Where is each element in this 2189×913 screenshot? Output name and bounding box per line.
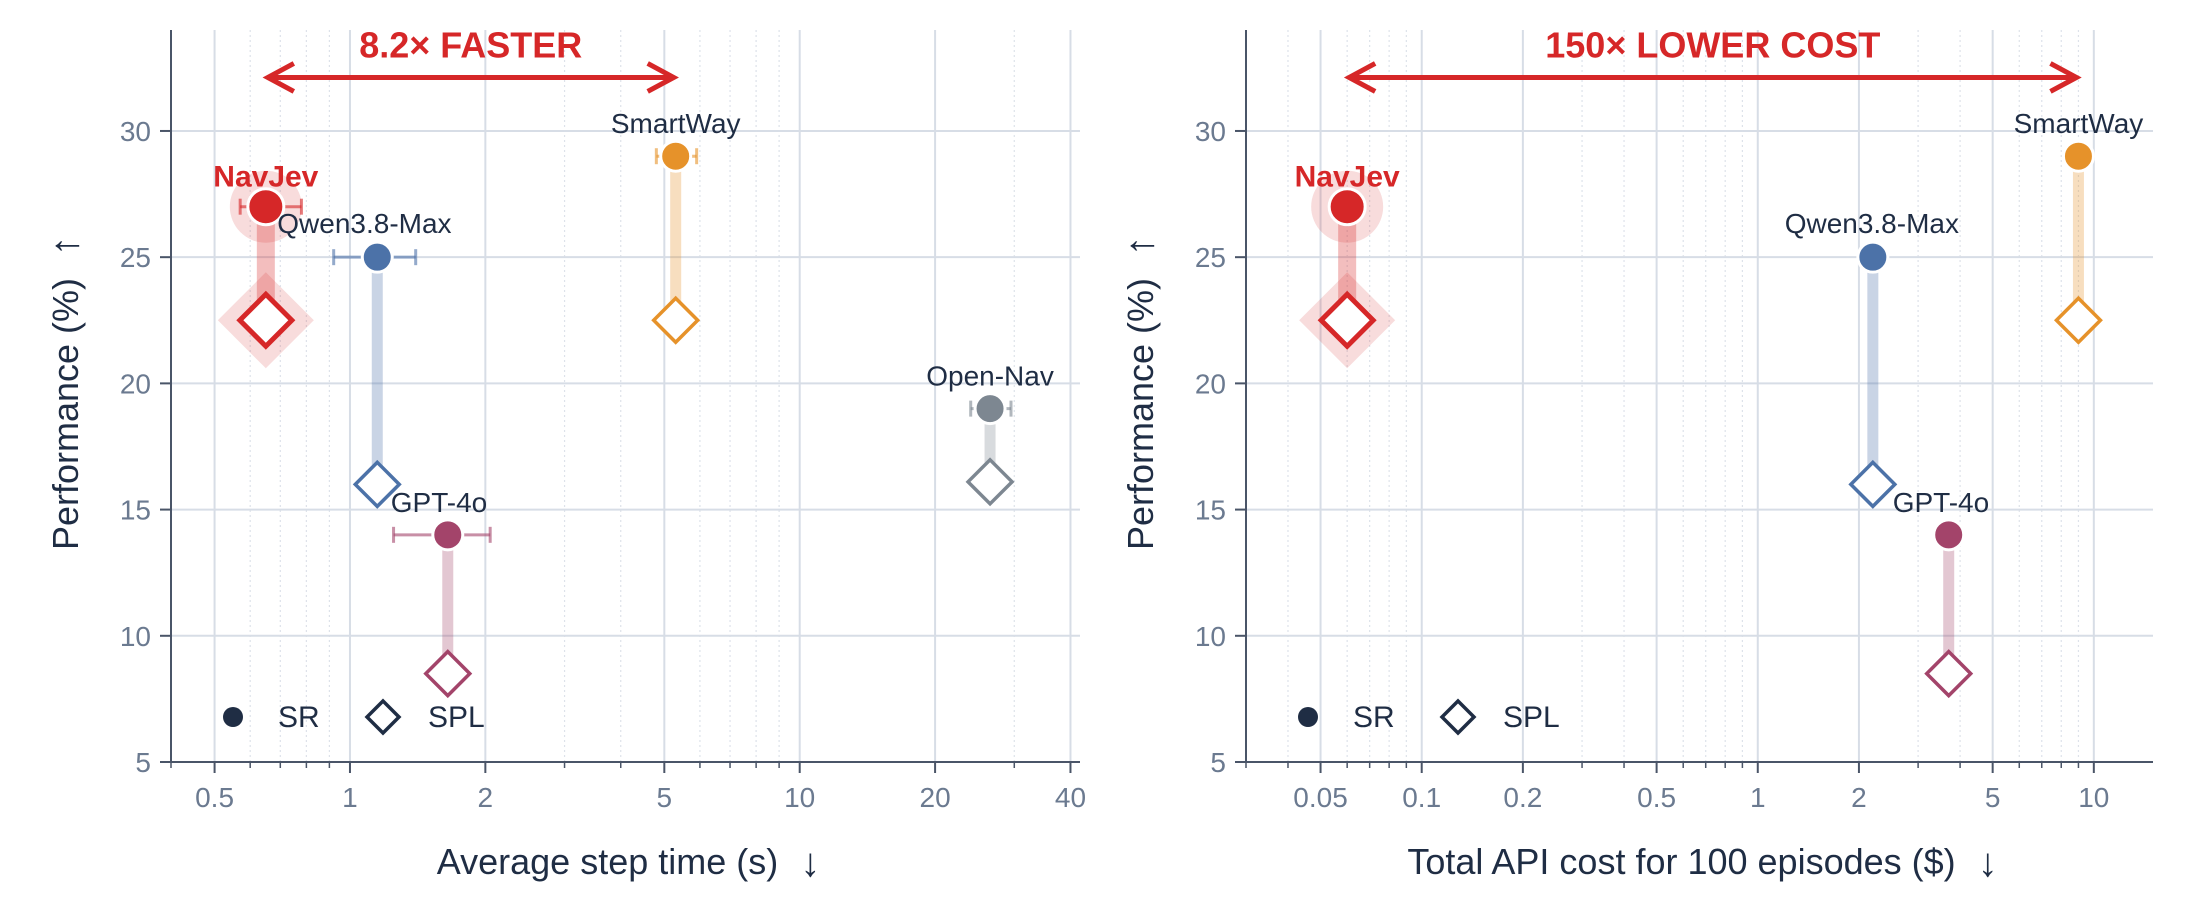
y-tick-label: 10 [120,621,151,652]
major-gridlines [171,30,1080,763]
sr-point [360,240,394,274]
spl-point [1924,649,1974,699]
y-tick-label: 30 [120,116,151,147]
model-label: GPT-4o [391,487,487,518]
y-axis-arrow: ↑ [43,236,87,256]
model-smartway: SmartWay [611,108,741,345]
model-label: Open-Nav [926,361,1054,392]
y-tick-label: 15 [1195,495,1226,526]
annotation-text: 150× LOWER COST [1545,24,1880,65]
y-axis-title: Performance (%) ↑ [43,236,87,550]
legend-sr-label: SR [278,701,320,734]
sr-point [973,392,1007,426]
spl-point [651,295,701,345]
legend-spl-marker [364,698,402,736]
sr-point [246,187,286,227]
model-label: SmartWay [2014,108,2144,139]
x-axis-title: Average step time (s) ↓ [437,841,820,885]
model-label: SmartWay [611,108,741,139]
y-tick-label: 20 [1195,368,1226,399]
x-axis-arrow: ↓ [1978,841,1998,885]
legend: SR SPL [223,698,485,736]
spl-point [965,457,1015,507]
annotation-arrowhead-right [646,61,679,94]
y-tick-label: 30 [1195,116,1226,147]
model-open-nav: Open-Nav [926,361,1054,507]
x-tick-label: 0.5 [195,782,234,813]
model-qwen3-8-max: Qwen3.8-Max [1785,208,1959,509]
x-tick-label: 2 [478,782,494,813]
sr-point [431,518,465,552]
sr-point [2061,139,2095,173]
annotation-arrowhead-right [2049,61,2082,94]
speedup-annotation: 8.2× FASTER [262,24,679,94]
x-tick-label: 2 [1851,782,1867,813]
minor-gridlines [170,30,1016,768]
legend-sr-label: SR [1353,701,1395,734]
model-label: NavJev [1295,161,1400,194]
y-axis-label: Performance (%) [45,278,86,550]
sr-point [1932,518,1966,552]
spl-point [1848,459,1898,509]
y-tick-label: 25 [120,242,151,273]
y-tick-label: 10 [1195,621,1226,652]
spl-point [352,459,402,509]
y-axis-label: Performance (%) [1120,278,1161,550]
model-label: GPT-4o [1893,487,1989,518]
legend-sr-marker [223,707,243,727]
x-tick-label: 10 [784,782,815,813]
legend: SR SPL [1298,698,1560,736]
x-tick-label: 5 [657,782,673,813]
sr-point [659,139,693,173]
x-tick-label: 10 [2078,782,2109,813]
model-label: Qwen3.8-Max [1785,208,1959,239]
model-gpt-4o: GPT-4o [391,487,492,699]
y-axis-title: Performance (%) ↑ [1118,236,1162,550]
x-tick-label: 0.2 [1503,782,1542,813]
x-tick-label: 5 [1985,782,2001,813]
model-label: Qwen3.8-Max [277,208,451,239]
legend-spl-marker [1439,698,1477,736]
model-navjev: NavJev [1295,161,1400,369]
x-tick-label: 40 [1055,782,1086,813]
y-tick-label: 20 [120,368,151,399]
major-gridlines [1246,30,2153,763]
x-tick-label: 0.5 [1637,782,1676,813]
model-label: NavJev [213,161,318,194]
spl-point [1317,290,1377,350]
x-axis-label: Average step time (s) [437,841,778,882]
model-gpt-4o: GPT-4o [1893,487,1989,699]
spl-point [236,290,296,350]
x-axis-arrow: ↓ [800,841,820,885]
model-navjev: NavJev [213,161,319,369]
spl-point [423,649,473,699]
y-tick-label: 25 [1195,242,1226,273]
spl-point [2053,295,2103,345]
x-axis-title: Total API cost for 100 episodes ($) ↓ [1407,841,1997,885]
legend-spl-label: SPL [428,701,485,734]
sr-point [1327,187,1367,227]
y-tick-label: 15 [120,495,151,526]
y-axis-arrow: ↑ [1118,236,1162,256]
legend-spl-label: SPL [1503,701,1560,734]
model-qwen3-8-max: Qwen3.8-Max [277,208,452,509]
x-tick-label: 1 [1750,782,1766,813]
x-tick-label: 20 [920,782,951,813]
legend-sr-marker [1298,707,1318,727]
sr-point [1856,240,1890,274]
annotation-text: 8.2× FASTER [359,24,582,65]
annotation-arrowhead-left [262,61,296,94]
y-tick-label: 5 [135,747,151,778]
x-tick-label: 1 [342,782,358,813]
speedup-annotation: 150× LOWER COST [1343,24,2082,94]
x-tick-label: 0.05 [1293,782,1348,813]
model-smartway: SmartWay [2014,108,2144,345]
x-axis-label: Total API cost for 100 episodes ($) [1407,841,1955,882]
y-tick-label: 5 [1210,747,1226,778]
x-tick-label: 0.1 [1402,782,1441,813]
annotation-arrowhead-left [1343,61,1377,94]
